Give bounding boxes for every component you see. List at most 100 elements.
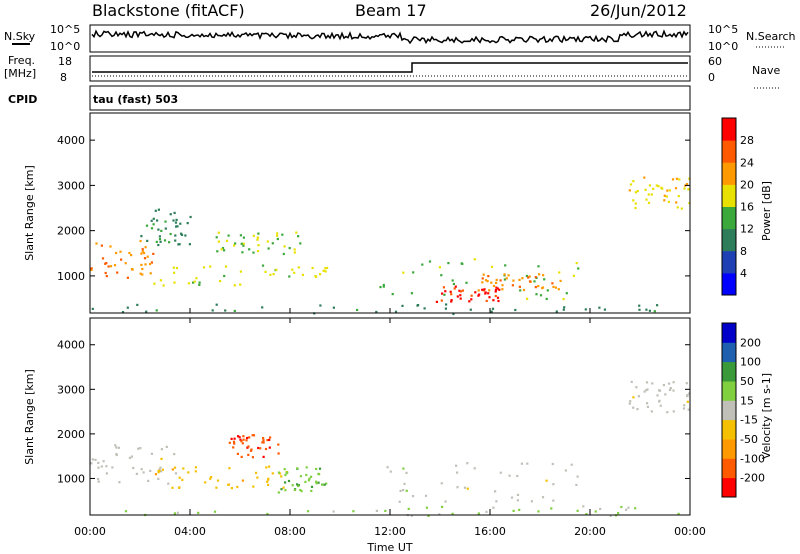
scatter-point	[291, 484, 294, 487]
scatter-point	[459, 294, 462, 297]
y-tick-label: 4000	[57, 134, 85, 147]
scatter-point	[266, 512, 269, 516]
scatter-point	[627, 506, 630, 509]
scatter-point	[519, 289, 522, 292]
scatter-point	[267, 483, 270, 486]
scatter-point	[609, 514, 612, 517]
scatter-point	[202, 266, 206, 269]
scatter-point	[171, 486, 174, 489]
scatter-point	[664, 393, 667, 396]
colorbar-tick-label: 100	[740, 356, 761, 369]
scatter-point	[459, 290, 462, 293]
power-y-axis-label: Slant Range [km]	[23, 165, 36, 261]
scatter-point	[90, 462, 93, 465]
scatter-point	[269, 436, 272, 439]
scatter-point	[663, 194, 666, 197]
colorbar-tick-label: -100	[740, 452, 765, 465]
velocity-panel-frame	[89, 317, 691, 516]
scatter-point	[653, 310, 656, 313]
scatter-point	[638, 304, 641, 307]
scatter-point	[680, 207, 683, 210]
scatter-point	[632, 180, 635, 183]
colorbar-tick-label: 28	[740, 134, 754, 147]
scatter-point	[492, 506, 495, 509]
scatter-point	[634, 206, 637, 210]
scatter-point	[242, 435, 245, 438]
scatter-point	[130, 455, 133, 458]
scatter-point	[505, 277, 508, 280]
scatter-point	[492, 284, 496, 288]
scatter-point	[451, 512, 454, 515]
scatter-point	[646, 402, 649, 405]
scatter-point	[552, 285, 555, 288]
scatter-point	[389, 470, 392, 473]
scatter-point	[90, 268, 93, 271]
colorbar-segment	[722, 361, 736, 382]
scatter-point	[315, 480, 318, 483]
x-tick-label: 12:00	[374, 525, 406, 538]
colorbar-tick-label: 12	[740, 223, 754, 236]
scatter-point	[197, 511, 200, 514]
scatter-point	[444, 500, 447, 503]
nsky-tick-top: 10^5	[50, 23, 80, 36]
scatter-point	[149, 262, 152, 266]
scatter-point	[261, 441, 264, 444]
scatter-point	[451, 279, 454, 282]
scatter-point	[537, 510, 540, 513]
scatter-point	[269, 273, 272, 276]
scatter-point	[470, 294, 473, 297]
scatter-point	[445, 303, 448, 306]
scatter-point	[115, 453, 118, 457]
scatter-point	[508, 474, 511, 477]
scatter-point	[117, 446, 120, 449]
scatter-point	[187, 471, 190, 474]
scatter-point	[648, 184, 651, 187]
scatter-point	[178, 243, 181, 246]
scatter-point	[510, 496, 514, 499]
scatter-point	[494, 290, 497, 293]
scatter-point	[474, 291, 477, 294]
scatter-point	[444, 290, 447, 293]
scatter-point	[241, 479, 244, 482]
scatter-point	[167, 482, 170, 485]
scatter-point	[242, 244, 245, 247]
scatter-point	[233, 442, 236, 445]
scatter-point	[215, 303, 218, 306]
scatter-point	[195, 277, 198, 280]
scatter-point	[575, 483, 578, 486]
scatter-point	[242, 438, 245, 441]
scatter-point	[562, 298, 565, 301]
freq-trace	[92, 62, 688, 73]
scatter-point	[401, 304, 404, 307]
scatter-point	[164, 227, 167, 230]
scatter-point	[139, 239, 142, 243]
colorbar-segment	[722, 206, 736, 230]
velocity-y-axis: 1000 2000 3000 4000	[57, 339, 690, 485]
y-tick-label: 1000	[57, 472, 85, 485]
scatter-point	[245, 439, 248, 442]
scatter-point	[262, 439, 265, 442]
scatter-point	[268, 438, 271, 441]
colorbar-segment	[722, 342, 736, 363]
scatter-point	[456, 471, 459, 474]
scatter-point	[248, 436, 251, 439]
scatter-point	[247, 453, 250, 456]
power-y-axis: 1000 2000 3000 4000	[57, 134, 690, 283]
scatter-point	[288, 275, 291, 278]
scatter-point	[478, 293, 481, 296]
scatter-point	[685, 382, 688, 385]
scatter-point	[162, 284, 165, 287]
scatter-point	[282, 486, 285, 489]
scatter-point	[636, 190, 639, 193]
scatter-point	[178, 476, 181, 479]
scatter-point	[598, 306, 601, 309]
scatter-point	[283, 468, 286, 471]
freq-tick-bottom: 8	[60, 71, 67, 84]
scatter-point	[570, 463, 573, 466]
scatter-point	[272, 273, 275, 276]
scatter-point	[238, 436, 241, 439]
colorbar-tick-label: -15	[740, 414, 758, 427]
scatter-point	[299, 242, 302, 245]
scatter-point	[463, 486, 467, 489]
scatter-point	[256, 238, 259, 241]
